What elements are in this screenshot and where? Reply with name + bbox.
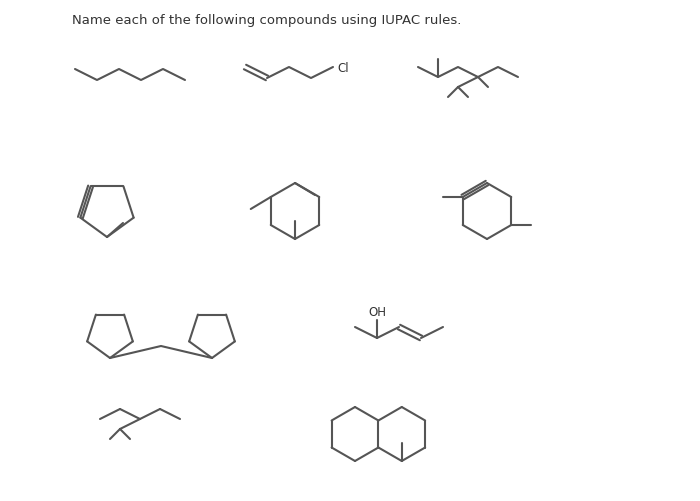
Text: OH: OH xyxy=(368,306,386,318)
Text: Cl: Cl xyxy=(337,62,349,74)
Text: Name each of the following compounds using IUPAC rules.: Name each of the following compounds usi… xyxy=(72,14,461,27)
